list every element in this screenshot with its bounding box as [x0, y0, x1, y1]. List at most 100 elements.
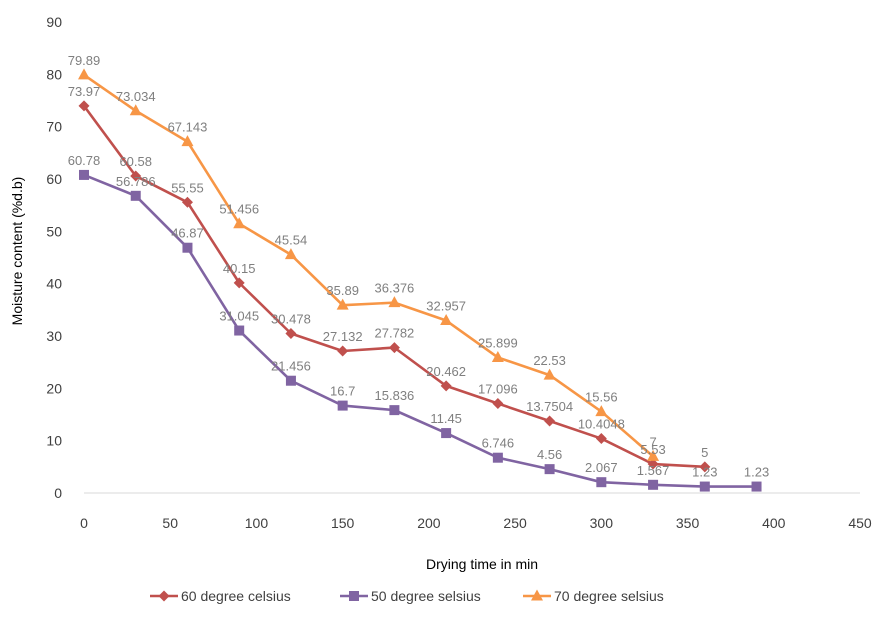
- data-point: [285, 327, 297, 339]
- series-line: [83, 73, 654, 458]
- data-point: [751, 481, 762, 492]
- legend-label: 60 degree celsius: [181, 588, 291, 604]
- data-label: 73.97: [68, 84, 101, 99]
- data-point: [647, 449, 660, 461]
- legend-item: 70 degree selsius: [523, 588, 664, 604]
- data-label: 1.23: [692, 465, 717, 480]
- data-point: [595, 405, 608, 417]
- series-1: [78, 100, 711, 473]
- data-label: 5: [701, 445, 708, 460]
- data-point: [699, 461, 711, 473]
- data-point: [648, 479, 659, 490]
- data-labels: 73.97 60.58 55.55 40.15 30.478 27.132 27.782 20…: [68, 53, 769, 480]
- data-label: 1.567: [637, 463, 670, 478]
- data-point: [389, 405, 400, 416]
- data-label: 55.55: [171, 180, 204, 195]
- data-label: 36.376: [375, 281, 415, 296]
- data-point: [492, 398, 504, 410]
- data-label: 31.045: [219, 309, 259, 324]
- data-label: 22.53: [533, 353, 566, 368]
- data-label: 25.899: [478, 335, 518, 350]
- data-point: [492, 452, 503, 463]
- y-tick-label: 10: [46, 433, 62, 449]
- data-point: [78, 68, 90, 80]
- data-label: 16.7: [330, 384, 355, 399]
- data-point: [388, 342, 400, 354]
- legend-label: 50 degree selsius: [371, 588, 481, 604]
- data-label: 2.067: [585, 460, 618, 475]
- data-label: 32.957: [426, 299, 466, 314]
- data-label: 46.87: [171, 226, 204, 241]
- data-point: [234, 325, 245, 336]
- data-point: [543, 368, 556, 380]
- data-label: 27.782: [375, 326, 415, 341]
- data-label: 60.58: [119, 154, 152, 169]
- axes: 0 10 20 30 40 50 60 70 80 90 0 50 100 150 200 250 300 350…: [46, 14, 871, 531]
- data-label: 45.54: [275, 233, 308, 248]
- x-tick-label: 150: [331, 515, 355, 531]
- data-point: [79, 169, 89, 180]
- y-tick-label: 50: [46, 223, 62, 239]
- y-axis-title: Moisture content (%d.b): [9, 177, 25, 326]
- x-tick-label: 300: [590, 515, 614, 531]
- x-tick-label: 450: [848, 515, 872, 531]
- data-point: [596, 477, 607, 488]
- y-tick-label: 0: [54, 485, 62, 501]
- data-point: [337, 345, 349, 357]
- series-2: [79, 169, 762, 492]
- data-point: [337, 400, 348, 411]
- data-point: [491, 350, 504, 362]
- data-point: [699, 481, 710, 492]
- x-tick-label: 50: [162, 515, 178, 531]
- data-label: 13.7504: [526, 399, 573, 414]
- x-tick-label: 350: [676, 515, 700, 531]
- data-label: 27.132: [323, 329, 363, 344]
- y-tick-label: 80: [46, 66, 62, 82]
- data-point: [336, 298, 349, 310]
- series-line: [83, 173, 757, 488]
- data-label: 1.23: [744, 465, 769, 480]
- data-point: [284, 248, 297, 260]
- x-tick-label: 100: [245, 515, 269, 531]
- series-layer: [78, 68, 762, 492]
- data-label: 51.456: [219, 202, 259, 217]
- data-point: [78, 100, 90, 112]
- legend-label: 70 degree selsius: [554, 588, 664, 604]
- data-point: [595, 433, 607, 445]
- y-tick-label: 20: [46, 380, 62, 396]
- x-axis-title: Drying time in min: [426, 556, 538, 572]
- x-tick-label: 0: [80, 515, 88, 531]
- y-tick-label: 40: [46, 276, 62, 292]
- data-label: 20.462: [426, 364, 466, 379]
- data-point: [441, 428, 452, 439]
- data-label: 17.096: [478, 382, 518, 397]
- data-label: 10.4048: [578, 417, 625, 432]
- data-label: 60.78: [68, 153, 101, 168]
- data-point: [285, 375, 296, 386]
- x-tick-label: 250: [503, 515, 527, 531]
- data-label: 21.456: [271, 359, 311, 374]
- data-point: [233, 217, 246, 229]
- data-label: 15.836: [375, 388, 415, 403]
- data-label: 7: [649, 434, 656, 449]
- data-label: 79.89: [68, 53, 101, 68]
- data-point: [181, 135, 194, 147]
- data-label: 15.56: [585, 390, 618, 405]
- data-point: [440, 314, 453, 326]
- data-point: [129, 104, 142, 116]
- data-point: [440, 380, 452, 392]
- legend-item: 60 degree celsius: [150, 588, 291, 604]
- y-tick-label: 60: [46, 171, 62, 187]
- data-point: [647, 458, 659, 470]
- legend-item: 50 degree selsius: [340, 588, 481, 604]
- data-label: 30.478: [271, 311, 311, 326]
- data-point: [544, 464, 555, 475]
- x-tick-label: 400: [762, 515, 786, 531]
- data-point: [544, 415, 556, 427]
- data-point: [130, 170, 142, 182]
- data-label: 4.56: [537, 447, 562, 462]
- data-point: [182, 242, 193, 253]
- data-label: 6.746: [482, 436, 515, 451]
- data-point: [181, 196, 193, 208]
